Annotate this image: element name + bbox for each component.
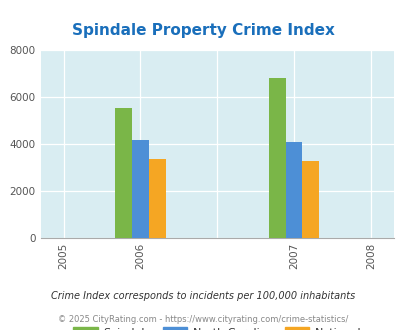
Bar: [149, 159, 165, 238]
Bar: [302, 161, 319, 238]
Text: Spindale Property Crime Index: Spindale Property Crime Index: [71, 23, 334, 38]
Legend: Spindale, North Carolina, National: Spindale, North Carolina, National: [68, 322, 365, 330]
Bar: [285, 142, 302, 238]
Text: Crime Index corresponds to incidents per 100,000 inhabitants: Crime Index corresponds to incidents per…: [51, 291, 354, 301]
Bar: [115, 108, 132, 238]
Bar: [132, 140, 149, 238]
Bar: [268, 78, 285, 238]
Text: © 2025 CityRating.com - https://www.cityrating.com/crime-statistics/: © 2025 CityRating.com - https://www.city…: [58, 315, 347, 324]
